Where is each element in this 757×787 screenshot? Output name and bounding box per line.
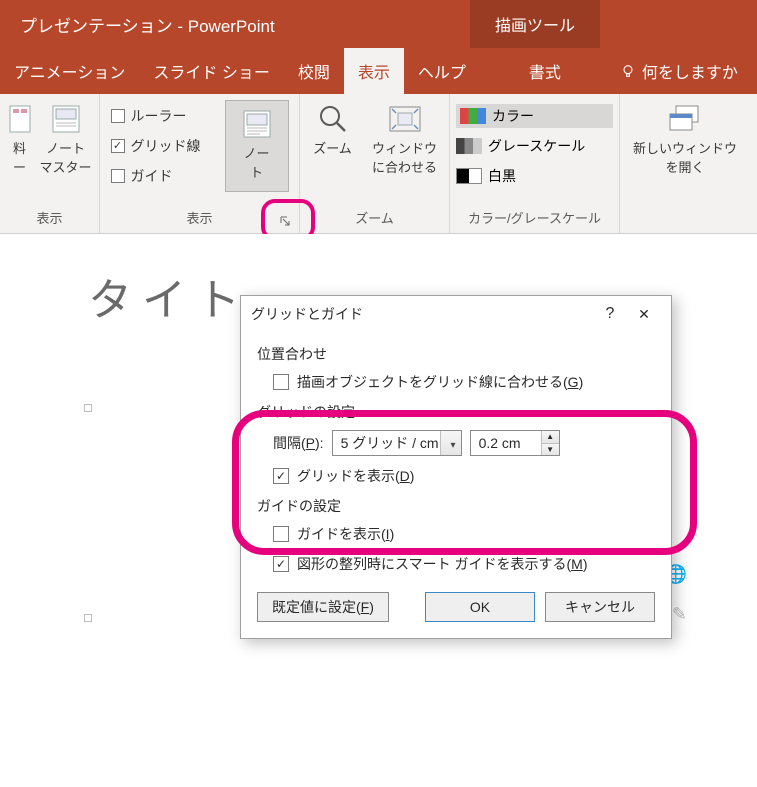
blackwhite-button[interactable]: 白黒 — [456, 164, 613, 188]
cancel-button[interactable]: キャンセル — [545, 592, 655, 622]
selection-handle[interactable] — [84, 614, 92, 622]
grid-spacing-cm-spinner[interactable]: 0.2 cm ▲▼ — [470, 430, 560, 456]
checkbox-icon — [273, 526, 289, 542]
grid-and-guides-dialog: グリッドとガイド ? ✕ 位置合わせ 描画オブジェクトをグリッド線に合わせる(G… — [240, 295, 672, 639]
app-title: プレゼンテーション - PowerPoint — [20, 12, 275, 37]
ok-button[interactable]: OK — [425, 592, 535, 622]
chevron-down-icon: ▾ — [451, 440, 456, 451]
group-label-color: カラー/グレースケール — [456, 206, 613, 231]
color-swatch-icon — [460, 108, 486, 124]
tab-help[interactable]: ヘルプ — [404, 48, 480, 94]
notes-master-button[interactable]: ノート マスター — [38, 100, 94, 178]
show-guides-checkbox[interactable]: ガイドを表示(I) — [273, 524, 655, 544]
zoom-icon — [316, 102, 350, 136]
set-default-button[interactable]: 既定値に設定(F) — [257, 592, 389, 622]
grayscale-swatch-icon — [456, 138, 482, 154]
show-group-dialog-launcher[interactable] — [277, 213, 295, 231]
checkbox-icon — [273, 556, 289, 572]
spacing-label: 間隔(P): — [273, 433, 324, 453]
new-window-icon — [668, 102, 702, 136]
tab-view[interactable]: 表示 — [344, 48, 404, 94]
group-label-window — [626, 210, 744, 231]
ribbon: 料 ー ノート マスター 表示 ルーラー グリッド線 — [0, 94, 757, 234]
zoom-button[interactable]: ズーム — [305, 100, 361, 159]
spinner-arrows[interactable]: ▲▼ — [541, 431, 559, 455]
group-show: ルーラー グリッド線 ガイド ノー ト 表示 — [100, 94, 300, 233]
fit-to-window-button[interactable]: ウィンドウ に合わせる — [365, 100, 445, 178]
gridlines-checkbox[interactable]: グリッド線 — [111, 134, 221, 158]
new-window-button[interactable]: 新しいウィンドウ を開く — [625, 100, 745, 178]
tab-review[interactable]: 校閲 — [284, 48, 344, 94]
smart-guides-checkbox[interactable]: 図形の整列時にスマート ガイドを表示する(M) — [273, 554, 655, 574]
grid-spacing-select[interactable]: 5 グリッド / cm ▾ — [332, 430, 462, 456]
guides-checkbox[interactable]: ガイド — [111, 164, 221, 188]
handout-master-button[interactable]: 料 ー — [6, 100, 34, 178]
notes-icon — [240, 107, 274, 141]
notes-pane-button[interactable]: ノー ト — [225, 100, 289, 192]
dialog-title: グリッドとガイド — [251, 304, 593, 324]
tell-me-search[interactable]: 何をしますか — [620, 59, 738, 83]
bulb-icon — [620, 63, 636, 79]
snap-to-grid-checkbox[interactable]: 描画オブジェクトをグリッド線に合わせる(G) — [273, 372, 655, 392]
side-icon: ✎ — [672, 604, 687, 625]
dialog-help-button[interactable]: ? — [593, 305, 627, 323]
notes-master-icon — [49, 102, 83, 136]
group-label-zoom: ズーム — [306, 206, 443, 231]
contextual-tab-drawing-tools: 描画ツール — [470, 0, 600, 48]
handout-master-icon — [3, 102, 37, 136]
checkbox-icon — [111, 109, 125, 123]
tab-slideshow[interactable]: スライド ショー — [139, 48, 283, 94]
ruler-checkbox[interactable]: ルーラー — [111, 104, 221, 128]
group-color-grayscale: カラー グレースケール 白黒 カラー/グレースケール — [450, 94, 620, 233]
group-window: 新しいウィンドウ を開く — [620, 94, 750, 233]
bw-swatch-icon — [456, 168, 482, 184]
ribbon-tabstrip: アニメーション スライド ショー 校閲 表示 ヘルプ 書式 何をしますか — [0, 48, 757, 94]
dialog-titlebar[interactable]: グリッドとガイド ? ✕ — [241, 296, 671, 332]
tab-format[interactable]: 書式 — [480, 48, 610, 94]
arrow-up-icon[interactable]: ▲ — [542, 431, 559, 444]
group-label-show: 表示 — [106, 206, 293, 231]
checkbox-icon — [111, 139, 125, 153]
section-grid: グリッドの設定 — [257, 402, 655, 422]
selection-handle[interactable] — [84, 404, 92, 412]
group-zoom: ズーム ウィンドウ に合わせる ズーム — [300, 94, 450, 233]
group-label-master: 表示 — [6, 206, 93, 231]
dialog-close-button[interactable]: ✕ — [627, 306, 661, 323]
checkbox-icon — [111, 169, 125, 183]
title-bar: プレゼンテーション - PowerPoint 描画ツール — [0, 0, 757, 48]
tab-animations[interactable]: アニメーション — [0, 48, 139, 94]
checkbox-icon — [273, 468, 289, 484]
section-guide: ガイドの設定 — [257, 496, 655, 516]
color-button[interactable]: カラー — [456, 104, 613, 128]
group-master-views: 料 ー ノート マスター 表示 — [0, 94, 100, 233]
arrow-down-icon[interactable]: ▼ — [542, 444, 559, 456]
checkbox-icon — [273, 374, 289, 390]
show-grid-checkbox[interactable]: グリッドを表示(D) — [273, 466, 655, 486]
fit-window-icon — [388, 102, 422, 136]
launcher-icon — [280, 216, 292, 228]
section-align: 位置合わせ — [257, 344, 655, 364]
grayscale-button[interactable]: グレースケール — [456, 134, 613, 158]
